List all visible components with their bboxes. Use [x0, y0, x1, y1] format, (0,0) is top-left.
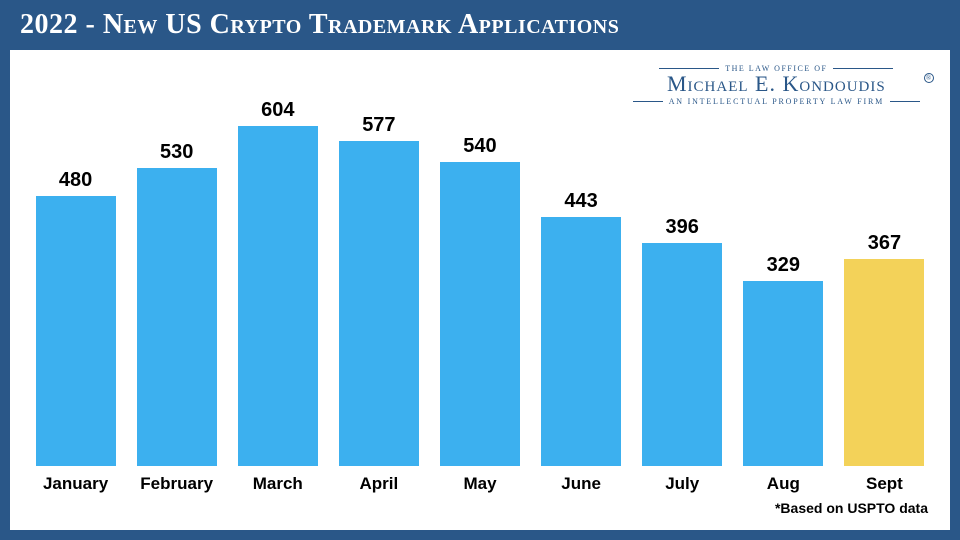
attribution-logo: THE LAW OFFICE OF Michael E. Kondoudis® …: [633, 64, 920, 104]
bar-slot: 604 March: [234, 99, 321, 494]
footnote: *Based on USPTO data: [32, 500, 928, 516]
bar-slot: 367 Sept: [841, 232, 928, 494]
bar-value: 480: [59, 169, 92, 192]
bar-slot: 480 January: [32, 169, 119, 494]
bar-value: 329: [767, 254, 800, 277]
bar-value: 530: [160, 141, 193, 164]
bar-rect: [440, 162, 520, 466]
bar-slot: 329 Aug: [740, 254, 827, 494]
chart-title: 2022 - New US Crypto Trademark Applicati…: [20, 9, 619, 41]
logo-rule-right: [833, 68, 893, 69]
bar-value: 604: [261, 99, 294, 122]
bar-rect: [238, 126, 318, 466]
logo-bottom-line: AN INTELLECTUAL PROPERTY LAW FIRM: [633, 97, 920, 106]
bar-slot: 540 May: [436, 135, 523, 494]
chart-panel: THE LAW OFFICE OF Michael E. Kondoudis® …: [10, 50, 950, 530]
logo-badge-icon: ®: [924, 73, 934, 83]
logo-rule-left-2: [633, 101, 663, 102]
bar-rect: [844, 259, 924, 466]
logo-name: Michael E. Kondoudis®: [633, 71, 920, 97]
bar-slot: 396 July: [639, 216, 726, 494]
bar-value: 367: [868, 232, 901, 255]
bar-label: June: [561, 474, 601, 494]
bar-slot: 530 February: [133, 141, 220, 494]
bar-label: May: [463, 474, 496, 494]
logo-bottom-text: AN INTELLECTUAL PROPERTY LAW FIRM: [669, 97, 884, 106]
bar-label: March: [253, 474, 303, 494]
bar-label: April: [360, 474, 399, 494]
bar-rect: [642, 243, 722, 466]
bar-rect: [36, 196, 116, 466]
bar-label: July: [665, 474, 699, 494]
bar-rect: [743, 281, 823, 466]
chart-frame: 2022 - New US Crypto Trademark Applicati…: [0, 0, 960, 540]
bar-value: 577: [362, 114, 395, 137]
bar-rect: [137, 168, 217, 466]
logo-rule-left: [659, 68, 719, 69]
title-bar: 2022 - New US Crypto Trademark Applicati…: [10, 0, 950, 50]
bar-value: 443: [564, 190, 597, 213]
bar-slot: 577 April: [335, 114, 422, 494]
bar-rect: [339, 141, 419, 466]
bars-container: 480 January 530 February 604 March 577 April 540…: [32, 68, 928, 494]
bar-label: February: [140, 474, 213, 494]
bar-label: Sept: [866, 474, 903, 494]
bar-label: January: [43, 474, 108, 494]
bar-rect: [541, 217, 621, 466]
bar-value: 540: [463, 135, 496, 158]
bar-slot: 443 June: [538, 190, 625, 494]
bar-value: 396: [666, 216, 699, 239]
bar-label: Aug: [767, 474, 800, 494]
logo-rule-right-2: [890, 101, 920, 102]
